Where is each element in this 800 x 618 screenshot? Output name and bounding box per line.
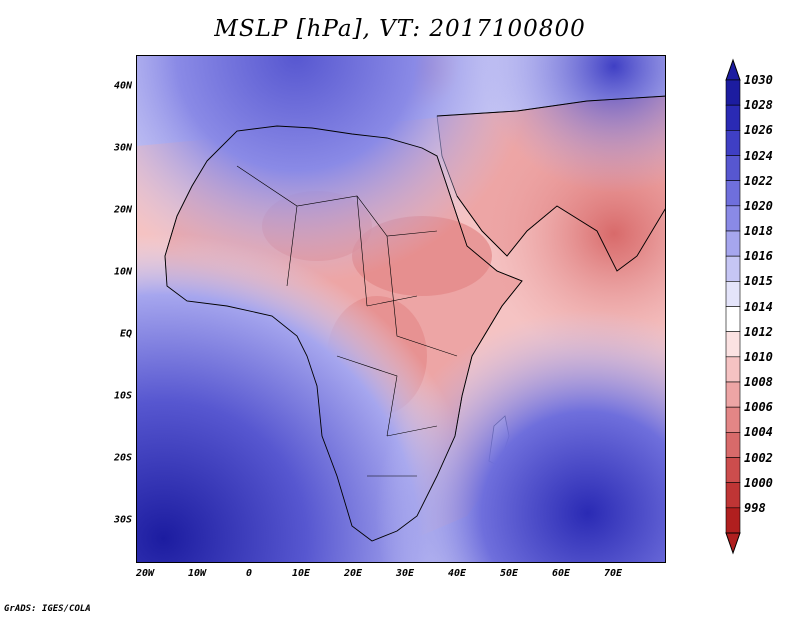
colorbar-min-arrow [725, 532, 741, 555]
colorbar-swatch [725, 180, 741, 207]
colorbar-label: 1006 [744, 400, 773, 415]
colorbar-label: 1022 [744, 173, 773, 188]
lon-label: 20E [343, 568, 363, 579]
colorbar-label: 1028 [744, 98, 773, 113]
lat-label: 10S [113, 390, 132, 402]
colorbar-swatch [725, 482, 741, 509]
grads-credit: GrADS: IGES/COLA [4, 604, 91, 614]
colorbar [725, 58, 741, 555]
colorbar-swatch [725, 331, 741, 358]
colorbar-label: 1024 [744, 148, 773, 163]
colorbar-label: 1020 [744, 198, 773, 213]
colorbar-label: 1026 [744, 123, 773, 138]
colorbar-swatch [725, 306, 741, 332]
colorbar-label: 1010 [744, 349, 773, 364]
lon-label: 0 [245, 568, 253, 579]
colorbar-label: 1015 [744, 274, 773, 289]
colorbar-swatch [725, 281, 741, 307]
lon-label: 50E [499, 568, 519, 579]
colorbar-swatch [725, 130, 741, 156]
colorbar-label: 1016 [744, 249, 773, 264]
colorbar-swatch [725, 230, 741, 257]
lon-label: 70E [603, 568, 623, 579]
colorbar-swatch [725, 255, 741, 282]
colorbar-max-arrow [725, 58, 741, 81]
lon-label: 40E [447, 568, 467, 579]
lon-label: 20W [135, 568, 155, 579]
chart-title: MSLP [hPa], VT: 2017100800 [214, 16, 586, 42]
map-field [137, 56, 665, 562]
colorbar-label: 1002 [744, 450, 773, 465]
lon-label: 30E [395, 568, 415, 579]
colorbar-swatch [725, 356, 741, 383]
lat-label: 30S [113, 514, 132, 526]
colorbar-swatch [725, 79, 741, 106]
lat-label: 30N [113, 142, 132, 154]
lon-label: 10E [291, 568, 311, 579]
colorbar-label: 998 [744, 500, 766, 515]
colorbar-label: 1000 [744, 475, 773, 490]
colorbar-label: 1004 [744, 425, 773, 440]
mslp-map [136, 55, 666, 563]
colorbar-label: 1030 [744, 73, 773, 87]
colorbar-label: 1008 [744, 375, 773, 389]
colorbar-label: 1018 [744, 224, 773, 238]
colorbar-swatch [725, 457, 741, 483]
colorbar-label: 1014 [744, 299, 773, 314]
colorbar-swatch [725, 155, 741, 181]
colorbar-swatch [725, 432, 741, 458]
colorbar-swatch [725, 406, 741, 433]
colorbar-swatch [725, 381, 741, 408]
colorbar-label: 1012 [744, 324, 773, 339]
lat-label: EQ [119, 328, 132, 340]
lon-label: 60E [551, 568, 571, 579]
lat-label: 20S [113, 452, 132, 464]
lat-label: 20N [113, 204, 132, 216]
colorbar-swatch [725, 205, 741, 232]
lat-label: 10N [113, 266, 132, 278]
lon-label: 10W [187, 568, 207, 579]
colorbar-swatch [725, 507, 741, 534]
lat-label: 40N [113, 80, 132, 92]
colorbar-swatch [725, 104, 741, 131]
